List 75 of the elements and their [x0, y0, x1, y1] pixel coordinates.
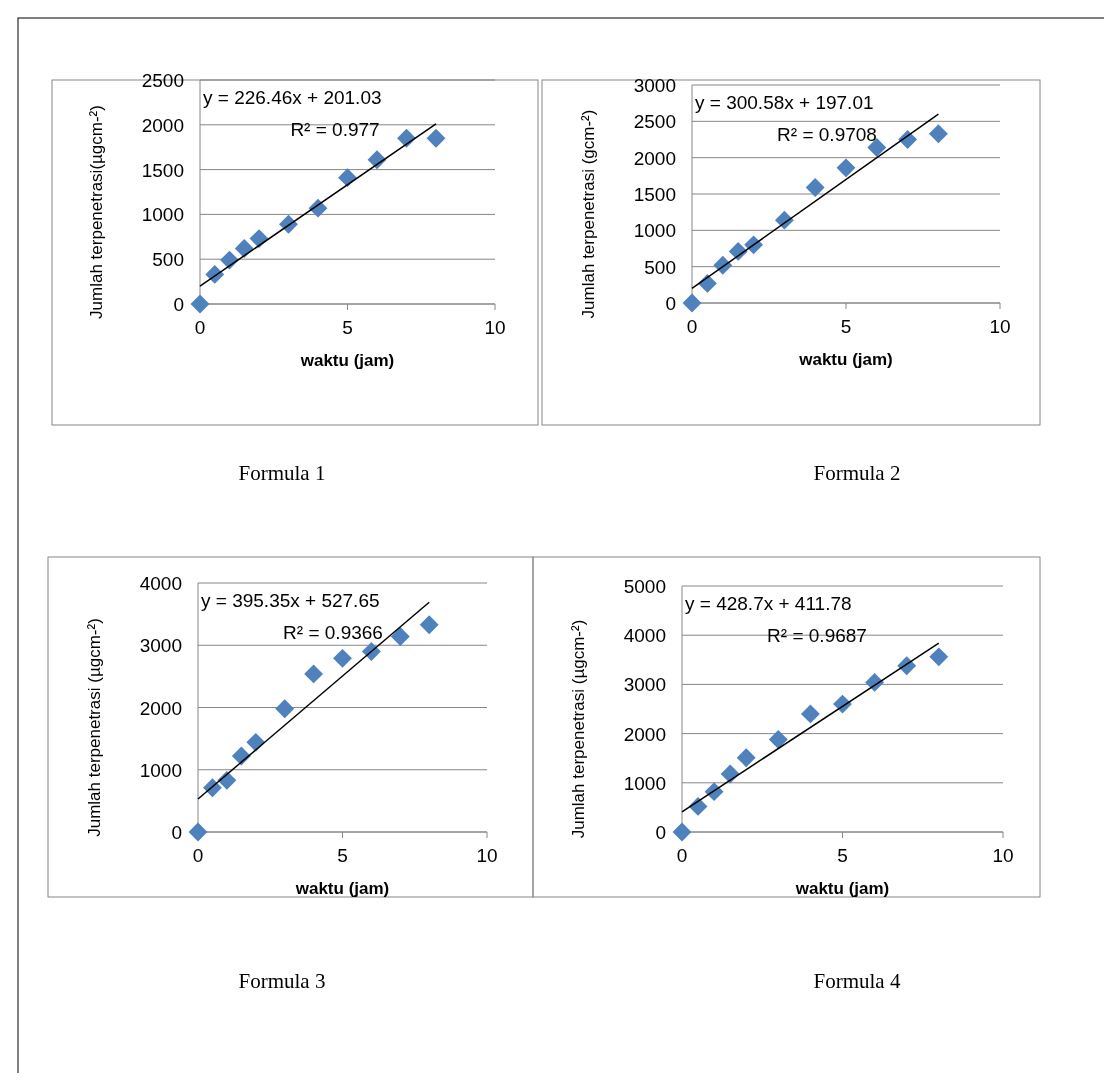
point: [672, 822, 692, 842]
y-tick-label: 2500: [141, 70, 184, 91]
x-tick-label: 5: [342, 317, 353, 338]
y-tick-label: 0: [173, 294, 184, 315]
y-tick-label: 2500: [633, 111, 676, 133]
point: [419, 615, 439, 635]
y-axis-title: Jumlah terpenetrasi (µgcm-²): [569, 619, 588, 839]
point: [929, 647, 949, 667]
y-axis-title: Jumlah terpenetrasi (gcm-²): [579, 109, 598, 319]
x-axis-title: waktu (jam): [798, 350, 893, 369]
x-axis-title: waktu (jam): [294, 879, 390, 898]
x-tick-label: 10: [989, 316, 1011, 337]
y-tick-label: 3000: [623, 674, 666, 696]
point: [682, 293, 702, 313]
text: Formula 1: [238, 461, 326, 485]
x-tick-label: 5: [337, 845, 348, 866]
point: [768, 730, 788, 749]
x-axis-title: waktu (jam): [794, 879, 890, 898]
x-tick-label: 0: [686, 316, 698, 337]
y-tick-label: 2000: [623, 723, 666, 745]
annotation: y = 300.58x + 197.01: [695, 92, 874, 113]
text: Formula 4: [813, 969, 901, 993]
annotation: y = 395.35x + 527.65: [201, 590, 380, 611]
y-tick-label: 2000: [141, 114, 184, 136]
point: [275, 699, 295, 719]
y-tick-label: 0: [171, 822, 182, 843]
y-tick-label: 2000: [633, 147, 676, 169]
y-tick-label: 1000: [141, 204, 184, 226]
y-tick-label: 2000: [139, 697, 182, 719]
y-tick-label: 4000: [139, 573, 182, 594]
x-tick-label: 5: [837, 845, 848, 866]
x-tick-label: 10: [992, 845, 1014, 866]
point: [736, 748, 756, 768]
x-tick-label: 10: [484, 317, 506, 338]
y-tick-label: 1000: [633, 220, 676, 242]
point: [338, 168, 357, 188]
point: [249, 229, 269, 249]
x-axis-title: waktu (jam): [299, 351, 395, 370]
point: [234, 239, 254, 258]
x-tick-label: 5: [840, 316, 852, 337]
y-tick-label: 500: [644, 256, 676, 278]
point: [836, 158, 856, 178]
y-tick-label: 0: [655, 822, 666, 843]
annotation: y = 428.7x + 411.78: [685, 593, 852, 614]
y-tick-label: 1000: [623, 772, 666, 794]
y-axis-title: Jumlah terpenetrasi(µgcm-²): [87, 105, 106, 319]
y-tick-label: 1000: [139, 759, 182, 781]
annotation: R² = 0.977: [290, 119, 380, 140]
y-axis-title: Jumlah terpenetrasi (µgcm-²): [85, 618, 104, 837]
y-tick-label: 4000: [623, 625, 666, 647]
point: [426, 128, 446, 148]
point: [304, 664, 324, 684]
annotation: R² = 0.9708: [777, 124, 877, 145]
x-tick-label: 0: [194, 317, 206, 338]
x-tick-label: 10: [476, 845, 498, 866]
annotation: R² = 0.9687: [767, 625, 867, 646]
x-tick-label: 0: [192, 845, 204, 866]
text: Formula 2: [813, 461, 901, 485]
y-tick-label: 3000: [633, 75, 676, 96]
point: [805, 178, 825, 197]
y-tick-label: 5000: [623, 576, 666, 597]
point: [390, 627, 410, 646]
y-tick-label: 1500: [633, 184, 676, 205]
y-tick-label: 500: [152, 249, 184, 271]
annotation: y = 226.46x + 201.03: [203, 87, 382, 108]
text: Formula 3: [238, 969, 326, 993]
y-tick-label: 1500: [141, 159, 184, 181]
point: [190, 294, 210, 314]
point: [333, 648, 352, 668]
point: [800, 704, 820, 724]
point: [188, 822, 208, 842]
point: [928, 124, 948, 144]
y-tick-label: 0: [665, 293, 676, 314]
y-tick-label: 3000: [139, 635, 182, 657]
annotation: R² = 0.9366: [283, 622, 383, 643]
